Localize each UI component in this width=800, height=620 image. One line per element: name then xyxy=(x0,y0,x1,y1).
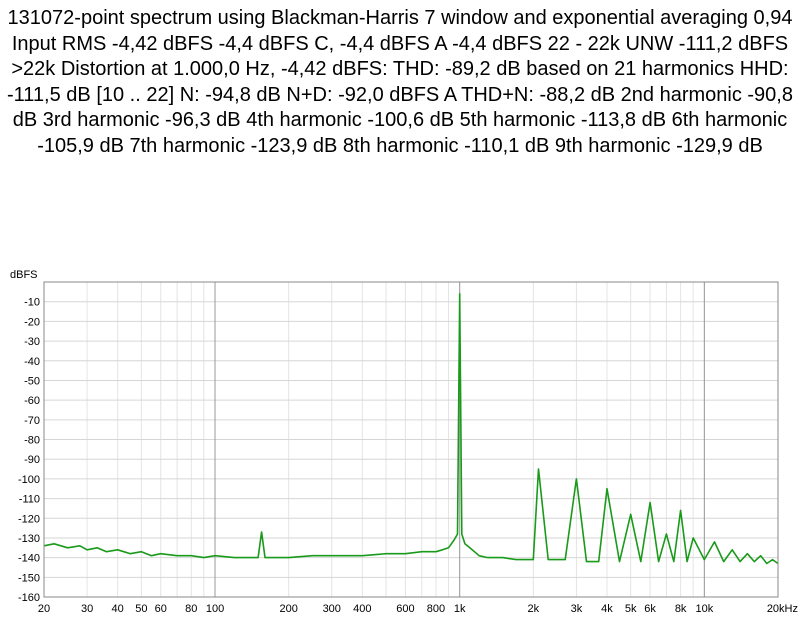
x-tick-label: 30 xyxy=(81,603,93,615)
plot-border xyxy=(43,281,779,598)
spectrum-line xyxy=(43,292,779,565)
x-tick-label: 100 xyxy=(206,603,224,615)
x-tick-label: 300 xyxy=(323,603,341,615)
x-tick-label: 80 xyxy=(185,603,197,615)
x-tick-label: 60 xyxy=(155,603,167,615)
y-tick-label: -10 xyxy=(24,297,40,309)
y-axis-label: dBFS xyxy=(10,269,38,281)
y-tick-label: -60 xyxy=(24,395,40,407)
y-tick-label: -160 xyxy=(18,592,40,604)
x-tick-label: 40 xyxy=(112,603,124,615)
y-tick-label: -50 xyxy=(24,375,40,387)
x-axis: 20 30 40 50 60 80 100 200 300 400 600 800 1k 2k 3k 4k 5k… xyxy=(38,603,798,615)
x-tick-label: 20 xyxy=(38,603,50,615)
chart-title: 131072-point spectrum using Blackman-Har… xyxy=(7,7,793,157)
y-tick-label: -80 xyxy=(24,435,40,447)
x-tick-label: 20kHz xyxy=(767,603,798,615)
y-axis: -10 -20 -30 -40 -50 -60 -70 -80 -90 -100 -110 -120 -… xyxy=(18,297,40,604)
x-tick-label: 200 xyxy=(279,603,297,615)
y-tick-label: -130 xyxy=(18,533,40,545)
y-tick-label: -100 xyxy=(18,474,40,486)
series-layer xyxy=(43,292,779,565)
x-tick-label: 6k xyxy=(644,603,656,615)
y-tick-label: -150 xyxy=(18,572,40,584)
x-tick-label: 800 xyxy=(427,603,445,615)
x-tick-label: 4k xyxy=(601,603,613,615)
y-tick-label: -40 xyxy=(24,356,40,368)
y-tick-label: -20 xyxy=(24,316,40,328)
y-tick-label: -120 xyxy=(18,513,40,525)
x-tick-label: 50 xyxy=(135,603,147,615)
x-tick-label: 5k xyxy=(625,603,637,615)
y-tick-label: -90 xyxy=(24,454,40,466)
x-tick-label: 400 xyxy=(353,603,371,615)
x-tick-label: 2k xyxy=(528,603,540,615)
x-tick-label: 8k xyxy=(675,603,687,615)
x-tick-label: 1k xyxy=(454,603,466,615)
plot-frame xyxy=(43,281,779,598)
y-tick-label: -70 xyxy=(24,415,40,427)
x-tick-label: 10k xyxy=(695,603,713,615)
x-tick-label: 600 xyxy=(396,603,414,615)
y-tick-label: -140 xyxy=(18,553,40,565)
y-tick-label: -30 xyxy=(24,336,40,348)
y-tick-label: -110 xyxy=(19,494,40,506)
major-grid xyxy=(44,282,778,597)
x-tick-label: 3k xyxy=(571,603,583,615)
